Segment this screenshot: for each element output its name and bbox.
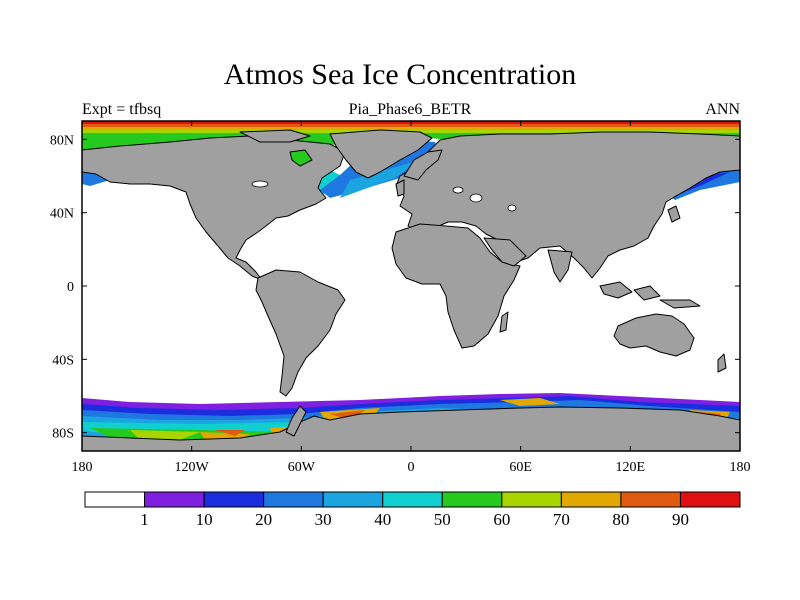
greenland	[329, 129, 433, 179]
colorbar-label: 20	[255, 510, 272, 529]
y-tick-label: 80N	[50, 133, 74, 148]
y-tick-label: 80S	[52, 427, 74, 442]
colorbar-box	[560, 491, 622, 508]
plot-title: Atmos Sea Ice Concentration	[223, 58, 577, 91]
map-field	[82, 121, 740, 451]
colorbar-box	[144, 491, 205, 508]
x-tick-label: 180	[72, 460, 93, 475]
colorbar-box	[441, 491, 503, 508]
colorbar-label: 90	[672, 510, 689, 529]
eurasia	[395, 131, 740, 279]
land-masses	[82, 129, 740, 451]
y-tick-label: 40N	[50, 207, 74, 222]
colorbar-label: 30	[315, 510, 332, 529]
colorbar-label: 10	[196, 510, 213, 529]
colorbar-label: 80	[612, 510, 629, 529]
map-axes: 180 120W 60W 0 60E 120E 180 80N 40N 0 40S 80S	[50, 121, 751, 475]
south-america	[255, 269, 346, 397]
colorbar-box	[382, 491, 443, 508]
colorbar-label: 1	[140, 510, 149, 529]
x-tick-label: 60E	[509, 460, 532, 475]
colorbar-box	[203, 491, 265, 508]
australia	[613, 313, 695, 357]
colorbar-label: 60	[493, 510, 510, 529]
season-label: ANN	[705, 101, 740, 118]
case-label: Pia_Phase6_BETR	[348, 101, 472, 118]
colorbar-label: 40	[374, 510, 391, 529]
x-tick-label: 60W	[288, 460, 316, 475]
colorbar: 1 10 20 30 40 50 60 70 80 90	[84, 491, 741, 529]
y-tick-label: 40S	[52, 353, 74, 368]
colorbar-box	[679, 491, 741, 508]
colorbar-label: 50	[434, 510, 451, 529]
y-tick-label: 0	[67, 280, 74, 295]
colorbar-label: 70	[553, 510, 570, 529]
colorbar-box	[620, 491, 681, 508]
colorbar-box	[84, 491, 146, 508]
colorbar-box	[263, 491, 324, 508]
x-tick-label: 0	[408, 460, 415, 475]
x-tick-label: 180	[730, 460, 751, 475]
x-tick-label: 120W	[175, 460, 210, 475]
lakes	[251, 180, 517, 212]
experiment-label: Expt = tfbsq	[82, 101, 162, 118]
africa	[391, 223, 521, 349]
colorbar-box	[501, 491, 562, 508]
antarctica	[82, 406, 740, 451]
north-america	[82, 135, 346, 281]
x-tick-label: 120E	[616, 460, 646, 475]
colorbar-box	[322, 491, 384, 508]
